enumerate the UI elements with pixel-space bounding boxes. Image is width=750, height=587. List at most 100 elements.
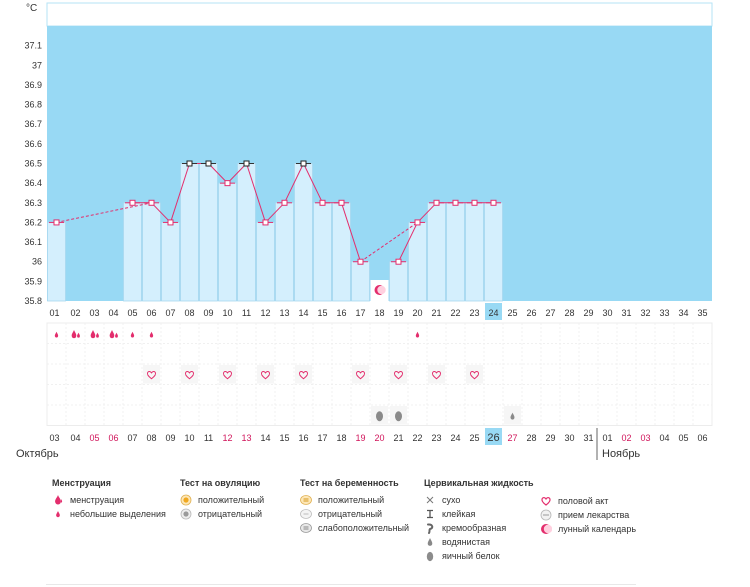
calendar-date-label: 15 <box>279 433 289 443</box>
event-cell <box>390 365 407 384</box>
cycle-day-label: 28 <box>564 308 574 318</box>
heart-icon <box>184 371 195 380</box>
calendar-date-label: 22 <box>412 433 422 443</box>
heart-icon <box>355 371 366 380</box>
cycle-day-label: 07 <box>165 308 175 318</box>
sticky-icon <box>424 508 436 520</box>
cycle-day-label: 11 <box>242 308 251 318</box>
legend-ovulation: Тест на овуляцию положительный отрицател… <box>180 478 264 521</box>
temp-point <box>357 258 364 265</box>
legend-title-ovulation: Тест на овуляцию <box>180 478 261 488</box>
temp-bar <box>218 182 237 302</box>
y-tick-label: 36.4 <box>24 178 42 188</box>
legend-item-creamy: кремообразная <box>424 521 534 535</box>
calendar-date-label: 05 <box>678 433 688 443</box>
legend-item-preg-weak: слабоположительный <box>300 521 409 535</box>
temp-point <box>186 160 193 167</box>
temp-point <box>262 219 269 226</box>
cycle-day-label: 01 <box>49 308 59 318</box>
drop-heavy-icon <box>77 332 80 338</box>
cycle-day-label: 05 <box>127 308 137 318</box>
heart-icon <box>222 371 233 380</box>
current-day-highlight <box>485 303 502 320</box>
calendar-date-label: 16 <box>298 433 308 443</box>
temp-point <box>148 199 155 206</box>
event-cell <box>428 365 445 384</box>
temp-bar <box>351 261 370 302</box>
calendar-date-label: 20 <box>374 433 384 443</box>
ovulation-positive-icon <box>180 494 192 506</box>
cycle-day-label: 16 <box>336 308 346 318</box>
legend-menstruation: Менструация менструация небольшие выделе… <box>52 478 166 521</box>
calendar-date-label: 17 <box>317 433 327 443</box>
egg-white-icon <box>376 411 383 422</box>
today-highlight <box>485 428 502 445</box>
cycle-day-label: 14 <box>298 308 308 318</box>
legend-label: яичный белок <box>442 551 500 561</box>
temp-bar <box>142 202 161 302</box>
temp-bar <box>446 202 465 302</box>
legend-label: положительный <box>318 495 385 505</box>
legend-label: прием лекарства <box>558 510 630 520</box>
temp-point <box>471 199 478 206</box>
ovulation-negative-icon <box>180 508 192 520</box>
drop-heavy-icon <box>96 332 99 338</box>
cycle-day-label: 04 <box>108 308 118 318</box>
calendar-date-label: 04 <box>70 433 80 443</box>
drop-heavy-icon <box>71 330 77 339</box>
cycle-day-label: 17 <box>355 308 365 318</box>
pregnancy-weak-icon <box>300 522 312 534</box>
legend-item-moon: лунный календарь <box>540 522 636 536</box>
calendar-date-label: 14 <box>260 433 270 443</box>
temp-bar <box>47 222 66 302</box>
heart-icon <box>146 371 157 380</box>
temp-line-segment <box>398 222 418 262</box>
heart-icon <box>469 371 480 380</box>
cycle-day-label: 18 <box>374 308 384 318</box>
legend-label: менструация <box>70 495 125 505</box>
temp-point <box>224 180 231 187</box>
temp-point <box>414 219 421 226</box>
calendar-date-label: 02 <box>621 433 631 443</box>
cycle-day-label: 29 <box>583 308 593 318</box>
egg-white-icon <box>395 411 402 422</box>
event-cell <box>143 365 160 384</box>
footer-divider <box>46 584 636 585</box>
cycle-day-label: 24 <box>488 308 498 318</box>
legend-label: клейкая <box>442 509 476 519</box>
calendar-date-label: 26 <box>487 432 499 444</box>
calendar-date-label: 11 <box>204 433 213 443</box>
medication-icon <box>540 509 552 521</box>
cycle-day-label: 35 <box>697 308 707 318</box>
calendar-date-label: 23 <box>431 433 441 443</box>
temp-bar <box>161 222 180 302</box>
drop-light-icon <box>52 508 64 520</box>
cycle-day-label: 03 <box>89 308 99 318</box>
temp-line-dashed <box>56 202 152 223</box>
cycle-day-label: 22 <box>450 308 460 318</box>
temp-point <box>167 219 174 226</box>
legend-item-dry: сухо <box>424 493 534 507</box>
cycle-day-label: 27 <box>545 308 555 318</box>
drop-light-icon <box>130 331 135 338</box>
legend-item-ovu-pos: положительный <box>180 493 264 507</box>
pregnancy-negative-icon <box>300 508 312 520</box>
calendar-date-label: 13 <box>241 433 251 443</box>
y-tick-label: 36.5 <box>24 159 42 169</box>
legend-label: отрицательный <box>198 509 263 519</box>
cycle-day-label: 12 <box>260 308 270 318</box>
legend-item-watery: водянистая <box>424 535 534 549</box>
temp-point <box>205 160 212 167</box>
calendar-date-label: 29 <box>545 433 555 443</box>
calendar-date-label: 21 <box>393 433 403 443</box>
month-label-right: Ноябрь <box>602 448 640 460</box>
cycle-day-label: 08 <box>184 308 194 318</box>
legend-title-cervical: Цервикальная жидкость <box>424 478 534 488</box>
calendar-date-label: 04 <box>659 433 669 443</box>
cycle-day-label: 02 <box>70 308 80 318</box>
y-tick-label: 36.9 <box>24 80 42 90</box>
legend-item-ovu-neg: отрицательный <box>180 507 264 521</box>
calendar-date-label: 08 <box>146 433 156 443</box>
event-cell <box>219 365 236 384</box>
bbt-chart: °C 37.1 37 36.9 36.8 36.7 36.6 36.5 36.4 36.3 36.… <box>16 2 713 460</box>
